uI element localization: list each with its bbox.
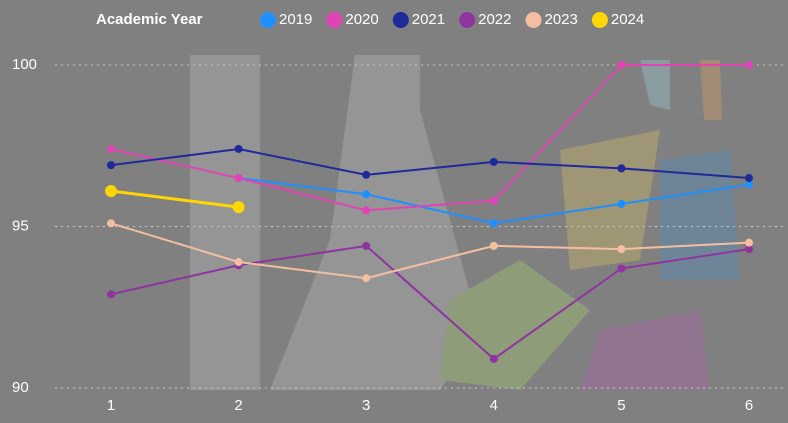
- data-point: [362, 274, 371, 283]
- data-point: [617, 164, 626, 173]
- data-point: [489, 219, 498, 228]
- series-line: [110, 189, 239, 209]
- data-point: [745, 61, 753, 69]
- series-line: [110, 147, 750, 180]
- x-tick-label: 3: [362, 397, 370, 414]
- y-tick-label: 100: [12, 56, 37, 73]
- legend-label: 2021: [412, 11, 445, 28]
- data-point: [234, 258, 243, 267]
- legend-label: 2023: [545, 11, 578, 28]
- data-point: [234, 144, 243, 153]
- data-point: [745, 238, 753, 247]
- legend-swatch: [260, 12, 276, 28]
- x-tick-label: 1: [107, 397, 115, 414]
- data-point: [234, 174, 243, 183]
- legend-label: 2020: [345, 11, 378, 28]
- data-point: [107, 161, 115, 170]
- data-point: [362, 241, 371, 250]
- legend-label: 2019: [279, 11, 312, 28]
- data-point: [745, 174, 753, 183]
- data-point: [362, 190, 371, 199]
- legend-swatch: [326, 12, 343, 28]
- x-tick-label: 4: [490, 397, 498, 414]
- legend-swatch: [525, 12, 542, 28]
- legend-title: Academic Year: [96, 11, 203, 28]
- data-point: [617, 245, 626, 254]
- data-point: [745, 245, 753, 254]
- data-point: [617, 264, 626, 273]
- legend-swatch: [591, 12, 608, 28]
- background-decoration: [190, 55, 740, 390]
- legend-swatch: [392, 12, 409, 28]
- legend-label: 2024: [611, 11, 644, 28]
- data-point: [617, 61, 626, 69]
- series-line: [110, 64, 749, 212]
- legend-swatch: [459, 12, 476, 28]
- x-tick-label: 5: [617, 397, 625, 414]
- data-point: [489, 354, 498, 363]
- data-point: [105, 184, 117, 197]
- y-tick-label: 95: [12, 217, 29, 234]
- data-point: [107, 219, 115, 228]
- series-line: [110, 222, 750, 280]
- data-point: [617, 199, 626, 208]
- data-point: [107, 144, 115, 153]
- x-tick-label: 6: [745, 397, 753, 414]
- data-point: [107, 290, 115, 299]
- data-point: [489, 157, 498, 166]
- data-point: [362, 206, 371, 215]
- data-point: [745, 180, 753, 189]
- series-line: [110, 244, 750, 361]
- legend-label: 2022: [478, 11, 511, 28]
- x-tick-label: 2: [234, 397, 242, 414]
- data-point: [362, 170, 371, 179]
- data-point: [489, 241, 498, 250]
- data-point: [489, 196, 498, 205]
- y-tick-label: 90: [12, 379, 29, 396]
- data-point: [232, 201, 245, 214]
